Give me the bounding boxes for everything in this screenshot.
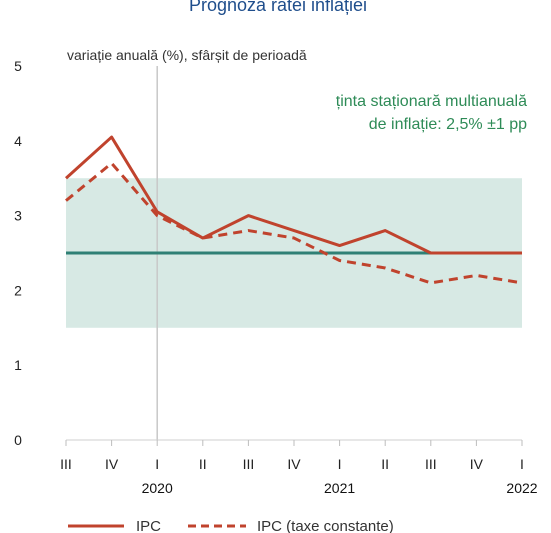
x-tick-label: III xyxy=(425,456,437,472)
series-line-ipc-constant-taxes xyxy=(65,161,523,285)
x-tick-label: III xyxy=(60,456,72,472)
x-tick-label: I xyxy=(155,456,159,472)
x-tick-label: III xyxy=(243,456,255,472)
x-tick-label: I xyxy=(520,456,524,472)
y-tick-label: 2 xyxy=(14,282,22,298)
x-tick-label: IV xyxy=(470,456,484,472)
x-year-label: 2020 xyxy=(142,480,173,496)
x-tick-label: I xyxy=(338,456,342,472)
x-tick-label: II xyxy=(381,456,389,472)
x-year-label: 2022 xyxy=(506,480,537,496)
chart-title: Prognoza ratei inflației xyxy=(189,0,367,15)
x-tick-label: IV xyxy=(287,456,301,472)
x-year-label: 2021 xyxy=(324,480,355,496)
y-tick-label: 0 xyxy=(14,432,22,448)
legend-ipc-constant-taxes-label: IPC (taxe constante) xyxy=(257,518,394,533)
y-tick-label: 3 xyxy=(14,208,22,224)
y-axis-unit-label: variație anuală (%), sfârșit de perioadă xyxy=(67,47,307,63)
target-label-line2: de inflație: 2,5% ±1 pp xyxy=(369,116,527,133)
series-line-ipc xyxy=(64,135,522,255)
legend-ipc-label: IPC xyxy=(136,518,161,533)
x-tick-label: IV xyxy=(105,456,119,472)
x-tick-label: II xyxy=(199,456,207,472)
legend: IPC IPC (taxe constante) xyxy=(68,518,394,533)
target-label-line1: ținta staționară multianuală xyxy=(336,93,527,110)
y-tick-label: 5 xyxy=(14,58,22,74)
y-tick-label: 4 xyxy=(14,133,22,149)
y-tick-label: 1 xyxy=(14,357,22,373)
